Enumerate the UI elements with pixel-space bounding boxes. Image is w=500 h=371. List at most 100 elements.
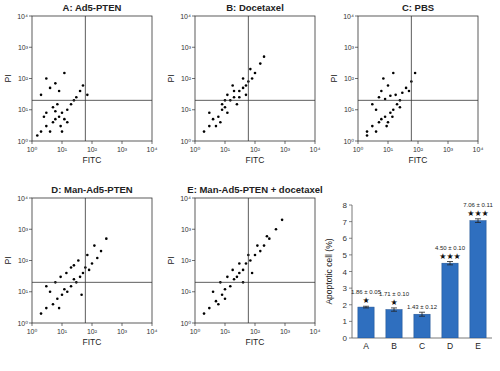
y-tick-label: 10³ bbox=[18, 226, 29, 233]
x-tick bbox=[195, 141, 196, 144]
plot-frame bbox=[32, 16, 152, 141]
event-dot bbox=[61, 111, 64, 114]
event-dot bbox=[254, 72, 257, 75]
event-dot bbox=[382, 77, 385, 80]
event-dot bbox=[65, 272, 68, 275]
event-dot bbox=[82, 272, 85, 275]
y-tick bbox=[192, 291, 195, 292]
y-tick-label: 10² bbox=[181, 257, 192, 264]
error-cap bbox=[419, 316, 425, 317]
points bbox=[358, 16, 478, 141]
event-dot bbox=[58, 90, 61, 93]
x-tick bbox=[62, 141, 63, 144]
event-dot bbox=[66, 121, 69, 124]
event-dot bbox=[405, 87, 408, 90]
x-axis-label: FITC bbox=[83, 337, 102, 347]
gate-line-y bbox=[32, 282, 152, 283]
gate-line-x bbox=[411, 16, 412, 141]
y-tick-label: 10¹ bbox=[18, 106, 29, 113]
bar bbox=[470, 221, 486, 338]
event-dot bbox=[366, 130, 369, 133]
y-tick bbox=[192, 47, 195, 48]
x-axis-label: FITC bbox=[246, 155, 265, 165]
y-tick-label: 10² bbox=[18, 257, 29, 264]
event-dot bbox=[380, 118, 383, 121]
x-tick-label: 10⁰ bbox=[190, 146, 201, 153]
x-tick-label: C bbox=[419, 341, 425, 351]
x-tick bbox=[418, 141, 419, 144]
points bbox=[195, 16, 315, 141]
event-dot bbox=[242, 77, 245, 80]
event-dot bbox=[226, 276, 229, 279]
event-dot bbox=[93, 244, 96, 247]
event-dot bbox=[79, 276, 82, 279]
y-tick bbox=[192, 323, 195, 324]
x-tick bbox=[225, 141, 226, 144]
event-dot bbox=[212, 118, 215, 121]
event-dot bbox=[378, 96, 381, 99]
y-axis-label: PI bbox=[166, 256, 176, 264]
plot-frame bbox=[195, 198, 315, 323]
x-tick-label: 10⁰ bbox=[190, 328, 201, 335]
y-tick-label: 7 bbox=[343, 218, 348, 227]
y-tick bbox=[29, 260, 32, 261]
event-dot bbox=[56, 297, 59, 300]
y-tick-label: 10³ bbox=[344, 44, 355, 51]
event-dot bbox=[238, 96, 241, 99]
plot-frame bbox=[358, 16, 478, 141]
event-dot bbox=[70, 285, 73, 288]
event-dot bbox=[219, 121, 222, 124]
event-dot bbox=[215, 300, 218, 303]
panel-title: C: PBS bbox=[402, 2, 434, 13]
event-dot bbox=[392, 72, 395, 75]
event-dot bbox=[221, 293, 224, 296]
y-tick bbox=[29, 16, 32, 17]
y-tick-label: 10³ bbox=[181, 226, 192, 233]
gate-line-y bbox=[32, 100, 152, 101]
y-tick-label: 10² bbox=[344, 75, 355, 82]
panel-title: B: Docetaxel bbox=[226, 2, 284, 13]
event-dot bbox=[203, 312, 206, 315]
x-tick-label: 10⁰ bbox=[27, 328, 38, 335]
event-dot bbox=[66, 108, 69, 111]
event-dot bbox=[59, 125, 62, 128]
event-dot bbox=[36, 134, 39, 137]
event-dot bbox=[224, 106, 227, 109]
flow-panel: C: PBS10⁰10¹10²10³10⁴10⁰10¹10²10³10⁴FITC… bbox=[329, 2, 483, 165]
y-tick bbox=[349, 254, 352, 255]
event-dot bbox=[242, 87, 245, 90]
points bbox=[195, 198, 315, 323]
event-dot bbox=[371, 125, 374, 128]
error-cap bbox=[419, 312, 425, 313]
y-tick-label: 10³ bbox=[18, 44, 29, 51]
x-tick-label: 10³ bbox=[117, 146, 128, 153]
event-dot bbox=[281, 219, 284, 222]
y-tick bbox=[349, 221, 352, 222]
event-dot bbox=[73, 264, 76, 267]
figure: A: Ad5-PTEN10⁰10¹10²10³10⁴10⁰10¹10²10³10… bbox=[0, 0, 500, 371]
event-dot bbox=[380, 90, 383, 93]
event-dot bbox=[80, 293, 83, 296]
y-tick bbox=[355, 16, 358, 17]
event-dot bbox=[408, 90, 411, 93]
error-cap bbox=[391, 311, 397, 312]
x-tick-label: 10² bbox=[250, 328, 261, 335]
y-tick-label: 0 bbox=[343, 334, 348, 343]
panel-title: E: Man-Ad5-PTEN + docetaxel bbox=[187, 184, 322, 195]
event-dot bbox=[54, 110, 57, 113]
error-cap bbox=[363, 306, 369, 307]
event-dot bbox=[61, 130, 64, 133]
event-dot bbox=[49, 130, 52, 133]
event-dot bbox=[40, 94, 43, 97]
gate-line-y bbox=[358, 100, 478, 101]
event-dot bbox=[45, 285, 48, 288]
event-dot bbox=[245, 262, 248, 265]
event-dot bbox=[251, 77, 254, 80]
event-dot bbox=[49, 290, 52, 293]
x-tick-label: 10³ bbox=[280, 328, 291, 335]
y-tick-label: 10⁰ bbox=[343, 138, 354, 145]
x-tick-label: 10² bbox=[87, 328, 98, 335]
gate-line-x bbox=[248, 198, 249, 323]
event-dot bbox=[249, 68, 252, 71]
data-label: 1.43 ± 0.12 bbox=[407, 304, 438, 310]
